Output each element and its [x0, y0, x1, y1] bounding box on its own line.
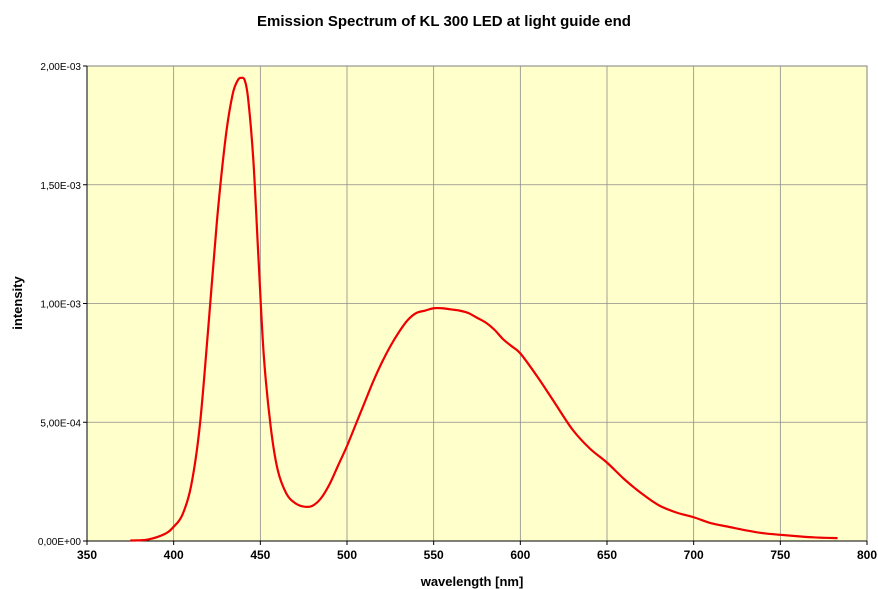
series-group: [130, 76, 838, 542]
y-tick-label: 1,50E-03: [40, 181, 81, 192]
x-tick-label: 750: [770, 548, 790, 562]
y-tick-label: 0,00E+00: [38, 537, 82, 548]
x-tick-label: 600: [510, 548, 530, 562]
y-axis-label: intensity: [10, 276, 25, 330]
series-line-intensity: [130, 76, 838, 542]
x-tick-label: 650: [597, 548, 617, 562]
x-tick-label: 500: [337, 548, 357, 562]
y-tick-label: 1,00E-03: [40, 300, 81, 311]
y-tick-label: 2,00E-03: [40, 62, 81, 73]
y-tick-label: 5,00E-04: [40, 418, 81, 429]
chart-title: Emission Spectrum of KL 300 LED at light…: [257, 13, 631, 30]
x-axis-ticks: 350 400 450 500 550 600 650 700 750 800: [77, 540, 877, 562]
x-axis-label: wavelength [nm]: [420, 574, 524, 589]
x-tick-label: 700: [684, 548, 704, 562]
x-tick-label: 350: [77, 548, 97, 562]
y-axis-ticks: 0,00E+00 5,00E-04 1,00E-03 1,50E-03 2,00E-03: [38, 62, 88, 548]
x-tick-label: 400: [164, 548, 184, 562]
x-tick-label: 800: [857, 548, 877, 562]
x-tick-label: 550: [424, 548, 444, 562]
x-tick-label: 450: [250, 548, 270, 562]
